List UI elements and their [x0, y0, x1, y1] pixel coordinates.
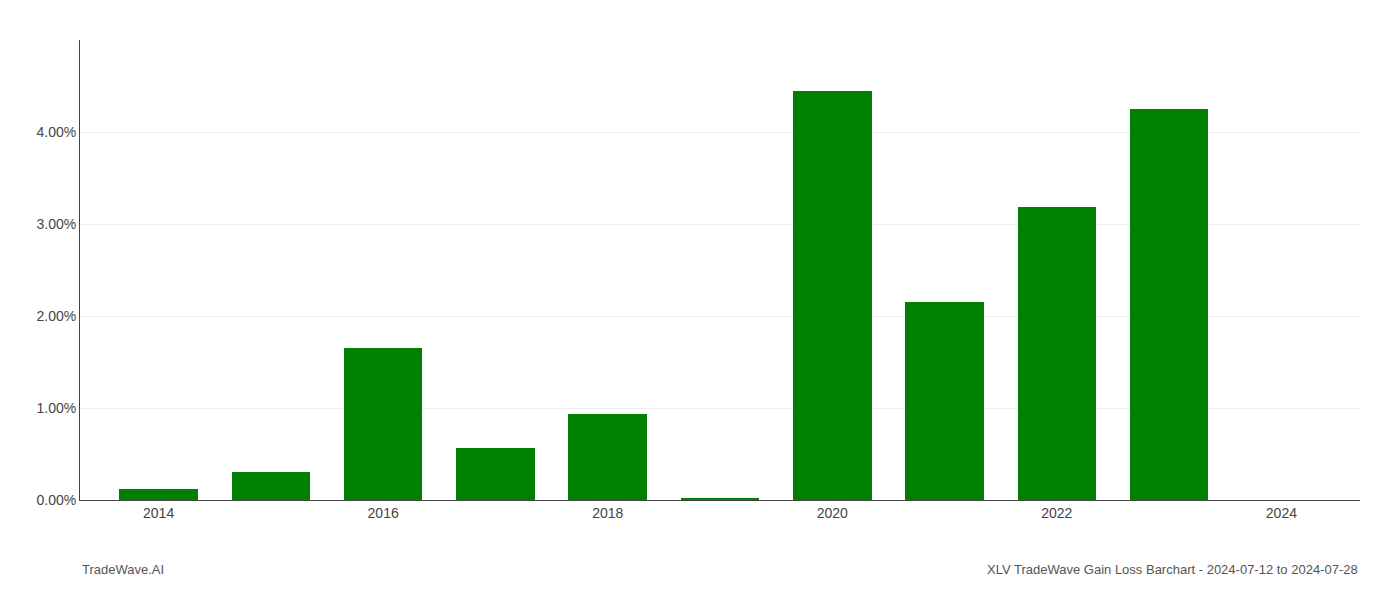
svg-text:4.00%: 4.00%: [36, 124, 76, 140]
svg-text:2014: 2014: [143, 505, 174, 521]
svg-text:2024: 2024: [1266, 505, 1297, 521]
svg-text:TradeWave.AI: TradeWave.AI: [82, 562, 164, 577]
svg-text:2018: 2018: [592, 505, 623, 521]
svg-text:2020: 2020: [817, 505, 848, 521]
svg-text:2.00%: 2.00%: [36, 308, 76, 324]
svg-text:3.00%: 3.00%: [36, 216, 76, 232]
svg-text:0.00%: 0.00%: [36, 492, 76, 508]
svg-text:XLV TradeWave Gain Loss Barcha: XLV TradeWave Gain Loss Barchart - 2024-…: [987, 562, 1358, 577]
svg-text:2016: 2016: [368, 505, 399, 521]
svg-text:2022: 2022: [1041, 505, 1072, 521]
svg-text:1.00%: 1.00%: [36, 400, 76, 416]
